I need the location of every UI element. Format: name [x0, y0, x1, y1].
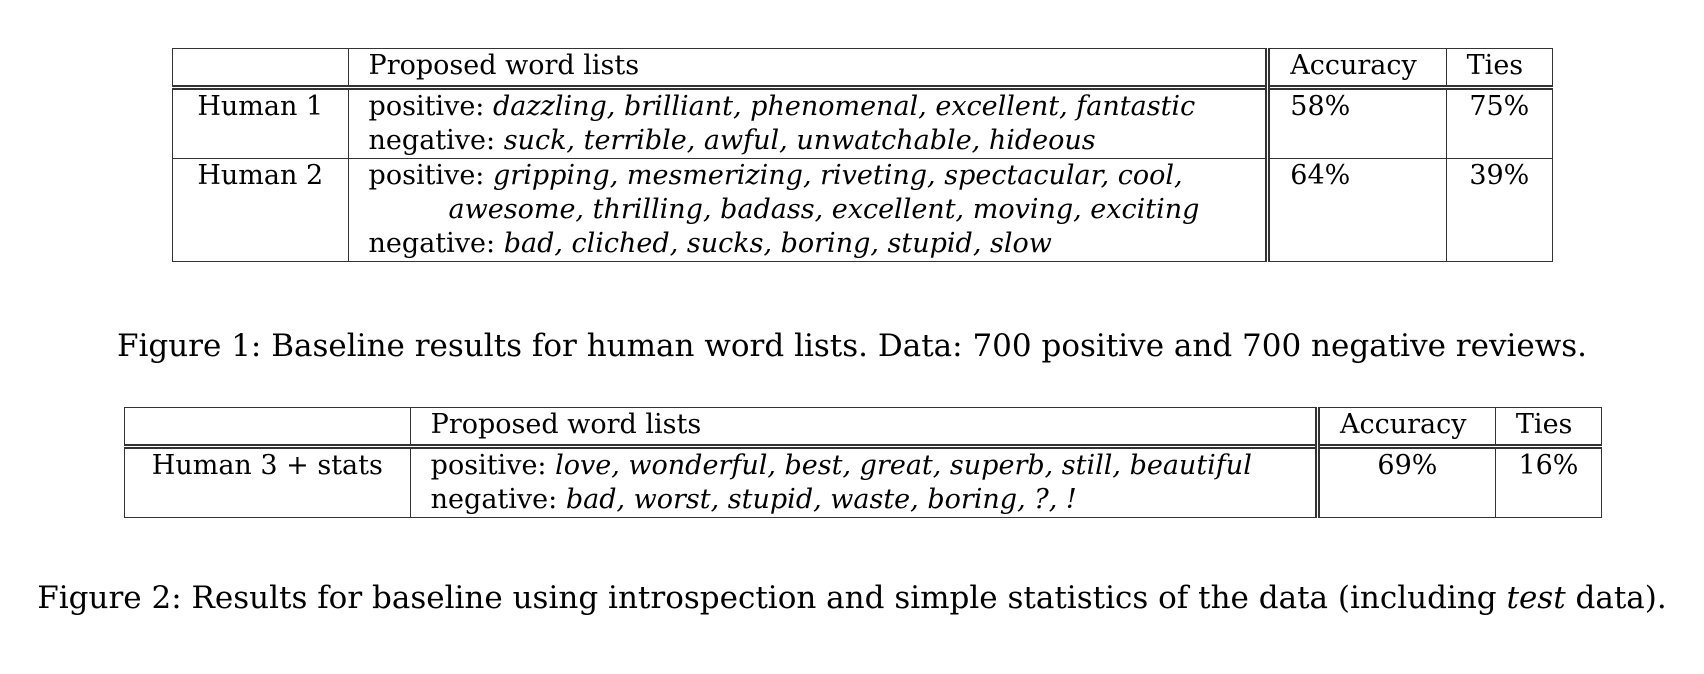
ties-cell: 75%	[1445, 85, 1554, 159]
positive-line: positive: gripping, mesmerizing, rivetin…	[369, 159, 1246, 193]
row-label: Human 1	[172, 85, 349, 159]
caption-text: Figure 2: Results for baseline using int…	[37, 580, 1507, 616]
row-label: Human 3 + stats	[124, 444, 411, 518]
word-lists-cell: positive: gripping, mesmerizing, rivetin…	[347, 158, 1271, 262]
ties-cell: 16%	[1494, 444, 1603, 518]
accuracy-cell: 64%	[1267, 158, 1447, 262]
ties-cell: 39%	[1445, 158, 1554, 262]
negative-words: bad, worst, stupid, waste, boring, ?, !	[565, 484, 1077, 515]
positive-words-continued: awesome, thrilling, badass, excellent, m…	[448, 194, 1200, 225]
table-row: Human 3 + stats positive: love, wonderfu…	[124, 444, 1603, 518]
header-empty-cell	[124, 407, 411, 447]
header-accuracy: Accuracy	[1316, 407, 1496, 447]
positive-words: dazzling, brilliant, phenomenal, excelle…	[493, 91, 1196, 122]
table-header-row: Proposed word lists Accuracy Ties	[172, 48, 1554, 88]
positive-words: love, wonderful, best, great, superb, st…	[555, 450, 1252, 481]
caption-text-end: data).	[1565, 580, 1667, 616]
accuracy-cell: 69%	[1316, 444, 1496, 518]
figure2-table: Proposed word lists Accuracy Ties Human …	[124, 407, 1603, 518]
header-word-lists: Proposed word lists	[409, 407, 1320, 447]
word-lists-cell: positive: dazzling, brilliant, phenomena…	[347, 85, 1271, 159]
positive-line-continued: awesome, thrilling, badass, excellent, m…	[369, 193, 1246, 227]
negative-prefix: negative:	[368, 125, 496, 156]
negative-line: negative: suck, terrible, awful, unwatch…	[369, 124, 1246, 158]
caption-emphasis: test	[1506, 580, 1566, 616]
accuracy-cell: 58%	[1267, 85, 1447, 159]
row-label: Human 2	[172, 158, 349, 262]
negative-prefix: negative:	[368, 228, 496, 259]
positive-line: positive: love, wonderful, best, great, …	[431, 449, 1295, 483]
positive-prefix: positive:	[368, 91, 485, 122]
figure1-caption: Figure 1: Baseline results for human wor…	[116, 328, 1588, 364]
positive-words: gripping, mesmerizing, riveting, spectac…	[493, 160, 1183, 191]
positive-prefix: positive:	[368, 160, 485, 191]
table-row: Human 2 positive: gripping, mesmerizing,…	[172, 158, 1554, 262]
table-header-row: Proposed word lists Accuracy Ties	[124, 407, 1603, 447]
negative-line: negative: bad, cliched, sucks, boring, s…	[369, 227, 1246, 261]
header-ties: Ties	[1445, 48, 1554, 88]
figure2-caption: Figure 2: Results for baseline using int…	[0, 580, 1704, 616]
header-ties: Ties	[1494, 407, 1603, 447]
negative-words: suck, terrible, awful, unwatchable, hide…	[503, 125, 1096, 156]
header-accuracy: Accuracy	[1267, 48, 1447, 88]
negative-line: negative: bad, worst, stupid, waste, bor…	[431, 483, 1295, 517]
negative-words: bad, cliched, sucks, boring, stupid, slo…	[503, 228, 1052, 259]
figure1-table: Proposed word lists Accuracy Ties Human …	[172, 48, 1554, 262]
header-empty-cell	[172, 48, 349, 88]
word-lists-cell: positive: love, wonderful, best, great, …	[409, 444, 1320, 518]
header-word-lists: Proposed word lists	[347, 48, 1271, 88]
table-row: Human 1 positive: dazzling, brilliant, p…	[172, 85, 1554, 159]
positive-line: positive: dazzling, brilliant, phenomena…	[369, 90, 1246, 124]
positive-prefix: positive:	[430, 450, 547, 481]
negative-prefix: negative:	[430, 484, 558, 515]
